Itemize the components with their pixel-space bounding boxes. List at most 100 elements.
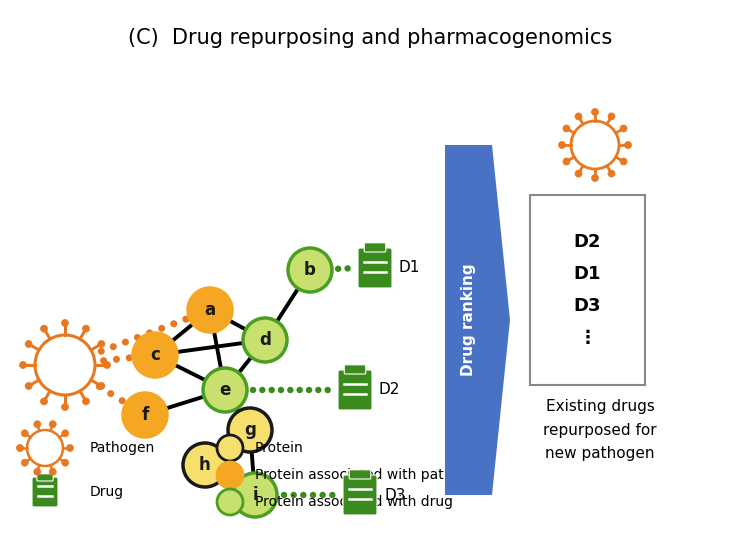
Circle shape — [16, 445, 24, 452]
Circle shape — [73, 357, 81, 364]
Text: Drug ranking: Drug ranking — [461, 264, 476, 376]
Circle shape — [61, 320, 69, 327]
Circle shape — [310, 492, 316, 498]
Circle shape — [231, 387, 238, 393]
Circle shape — [575, 170, 582, 177]
Circle shape — [306, 387, 312, 393]
Circle shape — [261, 492, 268, 498]
Text: f: f — [141, 406, 149, 424]
Circle shape — [320, 492, 326, 498]
Circle shape — [344, 265, 351, 272]
Circle shape — [73, 369, 80, 376]
Circle shape — [233, 473, 277, 517]
Circle shape — [110, 343, 117, 350]
Text: Pathogen: Pathogen — [90, 441, 155, 455]
Circle shape — [278, 387, 284, 393]
Circle shape — [620, 158, 627, 165]
FancyBboxPatch shape — [343, 475, 377, 515]
Circle shape — [591, 108, 599, 115]
Circle shape — [625, 142, 631, 149]
Text: D3: D3 — [384, 487, 406, 502]
Circle shape — [118, 397, 126, 404]
Text: Protein associated with pathogen: Protein associated with pathogen — [255, 468, 487, 482]
Circle shape — [288, 248, 332, 292]
Circle shape — [250, 387, 256, 393]
Circle shape — [269, 387, 275, 393]
Circle shape — [113, 356, 120, 363]
Circle shape — [123, 393, 167, 437]
Text: D2: D2 — [379, 383, 400, 397]
Circle shape — [240, 387, 247, 393]
FancyBboxPatch shape — [349, 470, 371, 479]
Text: (C)  Drug repurposing and pharmacogenomics: (C) Drug repurposing and pharmacogenomic… — [128, 28, 612, 48]
Circle shape — [87, 358, 94, 365]
FancyBboxPatch shape — [338, 370, 372, 410]
Text: Drug: Drug — [90, 485, 124, 499]
Circle shape — [316, 266, 323, 273]
Circle shape — [41, 325, 47, 332]
FancyBboxPatch shape — [530, 195, 645, 385]
Circle shape — [21, 459, 28, 466]
Circle shape — [228, 408, 272, 452]
Circle shape — [243, 318, 287, 362]
Circle shape — [133, 333, 177, 377]
Circle shape — [107, 390, 114, 397]
Circle shape — [50, 468, 56, 475]
Circle shape — [61, 459, 69, 466]
Circle shape — [188, 288, 232, 332]
Circle shape — [74, 360, 81, 367]
Circle shape — [335, 266, 341, 272]
Text: Protein: Protein — [255, 441, 303, 455]
Text: Protein associated with drug: Protein associated with drug — [255, 495, 453, 509]
Circle shape — [98, 348, 105, 355]
Circle shape — [217, 462, 243, 488]
Circle shape — [138, 353, 146, 360]
Circle shape — [300, 492, 306, 498]
Circle shape — [122, 338, 129, 345]
Text: D1: D1 — [399, 260, 420, 275]
Circle shape — [297, 387, 303, 393]
Circle shape — [19, 362, 27, 369]
Text: g: g — [244, 421, 256, 439]
Circle shape — [182, 316, 189, 323]
Text: D2
D1
D3
⋮: D2 D1 D3 ⋮ — [574, 233, 601, 347]
Circle shape — [21, 430, 28, 437]
Circle shape — [563, 125, 570, 132]
Text: c: c — [150, 346, 160, 364]
FancyBboxPatch shape — [32, 477, 58, 507]
Circle shape — [61, 404, 69, 411]
Circle shape — [134, 334, 141, 341]
Circle shape — [575, 113, 582, 120]
Circle shape — [34, 468, 41, 475]
Circle shape — [217, 435, 243, 461]
Circle shape — [84, 376, 91, 383]
Circle shape — [203, 368, 247, 412]
Text: d: d — [259, 331, 271, 349]
Circle shape — [61, 430, 69, 437]
Circle shape — [82, 398, 90, 405]
Text: h: h — [199, 456, 211, 474]
Circle shape — [571, 121, 619, 169]
Circle shape — [559, 142, 565, 149]
Circle shape — [146, 329, 153, 336]
FancyBboxPatch shape — [358, 248, 392, 288]
Circle shape — [217, 489, 243, 515]
Text: e: e — [219, 381, 231, 399]
Circle shape — [591, 175, 599, 182]
Circle shape — [104, 362, 110, 369]
Circle shape — [98, 341, 105, 348]
Circle shape — [287, 387, 294, 393]
Circle shape — [563, 158, 570, 165]
Circle shape — [41, 398, 47, 405]
Circle shape — [608, 113, 615, 120]
FancyBboxPatch shape — [344, 365, 366, 374]
Circle shape — [34, 421, 41, 428]
Text: i: i — [252, 486, 258, 504]
Circle shape — [50, 421, 56, 428]
Circle shape — [170, 320, 178, 327]
Text: b: b — [304, 261, 316, 279]
Circle shape — [291, 492, 297, 498]
Circle shape — [67, 445, 73, 452]
Circle shape — [82, 325, 90, 332]
Circle shape — [259, 387, 266, 393]
